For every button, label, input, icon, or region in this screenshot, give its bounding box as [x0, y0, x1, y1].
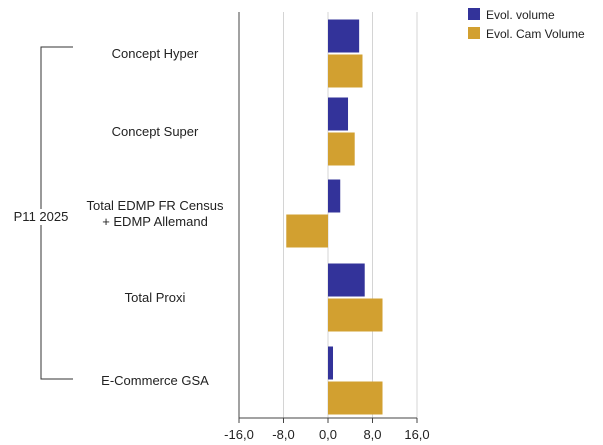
bars: [286, 19, 383, 415]
legend-label: Evol. Cam Volume: [486, 27, 585, 41]
category-labels: Concept Hyper Concept Super Total EDMP FR …: [86, 46, 224, 388]
group-bracket: P11 2025: [14, 46, 73, 380]
category-label: E-Commerce GSA: [101, 373, 209, 388]
category-label: Concept Hyper: [112, 46, 199, 61]
legend-swatch: [468, 27, 480, 39]
bar: [328, 19, 360, 53]
category-label: Total Proxi: [125, 290, 186, 305]
x-tick-label: -8,0: [272, 427, 294, 442]
x-tick-label: -16,0: [224, 427, 254, 442]
x-tick-label: 0,0: [319, 427, 337, 442]
legend-swatch: [468, 8, 480, 20]
x-tick-label: 8,0: [363, 427, 381, 442]
bar: [328, 263, 365, 297]
bar: [328, 54, 363, 88]
category-label: Concept Super: [112, 124, 199, 139]
legend: Evol. volume Evol. Cam Volume: [468, 8, 585, 41]
x-tick-label: 16,0: [404, 427, 429, 442]
category-label: + EDMP Allemand: [102, 214, 208, 229]
bar: [328, 179, 341, 213]
category-label: Total EDMP FR Census: [86, 198, 224, 213]
bar: [328, 132, 355, 166]
bar: [328, 298, 383, 332]
x-axis: -16,0 -8,0 0,0 8,0 16,0: [224, 417, 430, 442]
bar: [286, 214, 328, 248]
bar: [328, 346, 334, 380]
legend-label: Evol. volume: [486, 8, 555, 22]
bracket-gap: [39, 209, 43, 225]
group-label: P11 2025: [14, 209, 69, 224]
bar: [328, 381, 383, 415]
bar: [328, 97, 349, 131]
